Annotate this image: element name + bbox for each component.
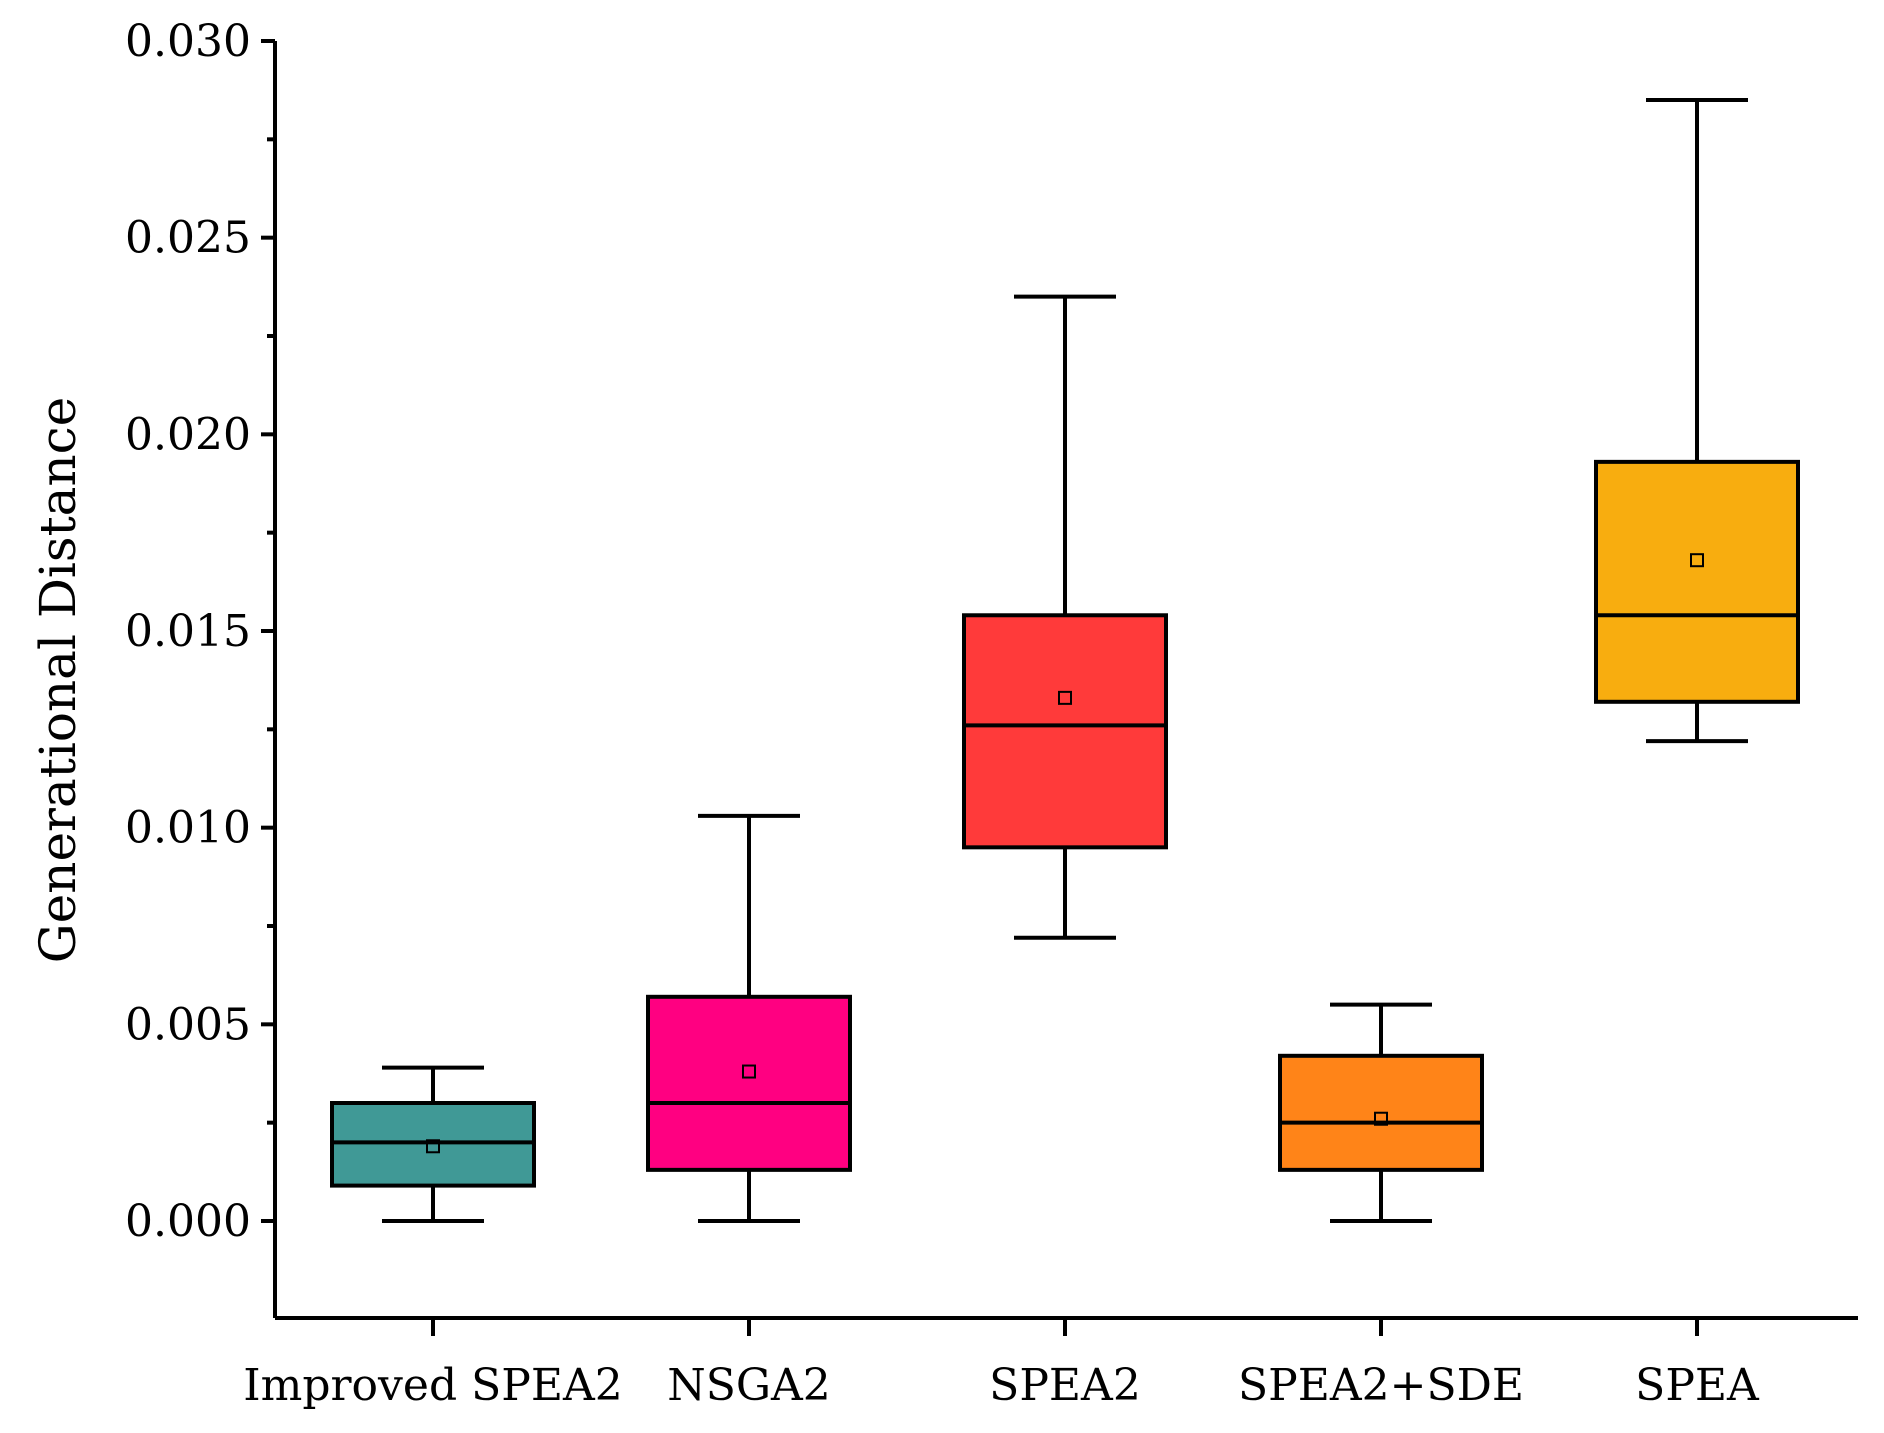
mean-marker — [426, 1139, 440, 1154]
x-tick-label: NSGA2 — [667, 1360, 831, 1411]
mean-marker — [1690, 553, 1704, 568]
y-tick-label: 0.000 — [125, 1196, 251, 1247]
y-tick-label: 0.010 — [125, 803, 251, 854]
y-tick-label: 0.015 — [125, 606, 251, 657]
x-tick-label: SPEA2 — [989, 1360, 1141, 1411]
iqr-box — [962, 613, 1168, 850]
box-plot-series — [330, 98, 1800, 1223]
x-axis-ticks: Improved SPEA2 NSGA2 SPEA2 SPEA2+SDE SPEA — [243, 1318, 1760, 1411]
mean-marker — [1374, 1111, 1388, 1126]
iqr-box — [646, 994, 852, 1172]
y-tick-label: 0.020 — [125, 409, 251, 460]
x-tick-label: Improved SPEA2 — [243, 1360, 622, 1411]
mean-marker — [742, 1064, 756, 1079]
iqr-box — [1594, 459, 1800, 704]
x-tick-label: SPEA — [1635, 1360, 1760, 1411]
mean-marker — [1058, 690, 1072, 705]
box-group — [646, 813, 852, 1223]
box-group — [1278, 1002, 1484, 1223]
y-axis-ticks: 0.000 0.005 0.010 0.015 0.020 0.025 0.030 — [125, 16, 275, 1247]
y-tick-label: 0.025 — [125, 213, 251, 264]
y-axis-label: Generational Distance — [29, 397, 87, 964]
box-group — [962, 294, 1168, 940]
y-tick-label: 0.005 — [125, 999, 251, 1050]
y-tick-label: 0.030 — [125, 16, 251, 67]
box-group — [330, 1065, 536, 1223]
box-group — [1594, 98, 1800, 744]
x-tick-label: SPEA2+SDE — [1238, 1360, 1524, 1411]
